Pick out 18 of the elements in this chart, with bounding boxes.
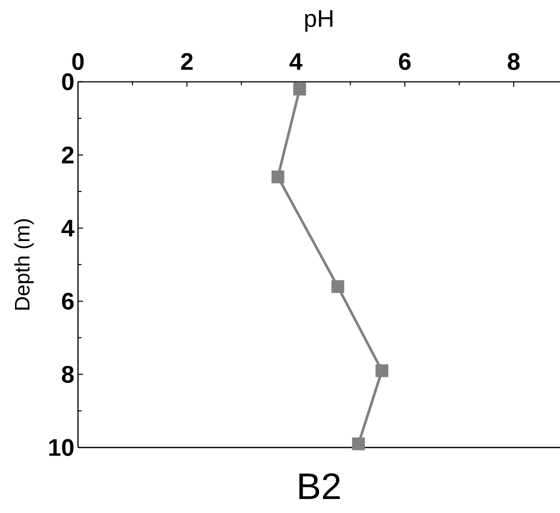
y-tick-label: 6 [62, 292, 74, 310]
point [293, 82, 306, 96]
x-tick-label: 8 [508, 53, 520, 70]
x-tick-label: 6 [398, 53, 411, 70]
y-tick-label: 4 [61, 220, 74, 236]
x-tick-label: 4 [290, 53, 302, 70]
y-tick-label: 10 [49, 439, 74, 456]
y-tick-label: 8 [62, 366, 74, 383]
point [271, 170, 284, 184]
y-tick-label: 2 [62, 146, 74, 164]
point [352, 437, 365, 450]
point [331, 280, 344, 293]
y-tick-label: 0 [62, 73, 74, 90]
text: B2 [299, 473, 340, 500]
x-tick-label: 2 [181, 53, 193, 70]
y-axis-title: Depth (m) [14, 219, 34, 310]
point [376, 364, 388, 378]
x-axis-title: pH [305, 10, 332, 32]
